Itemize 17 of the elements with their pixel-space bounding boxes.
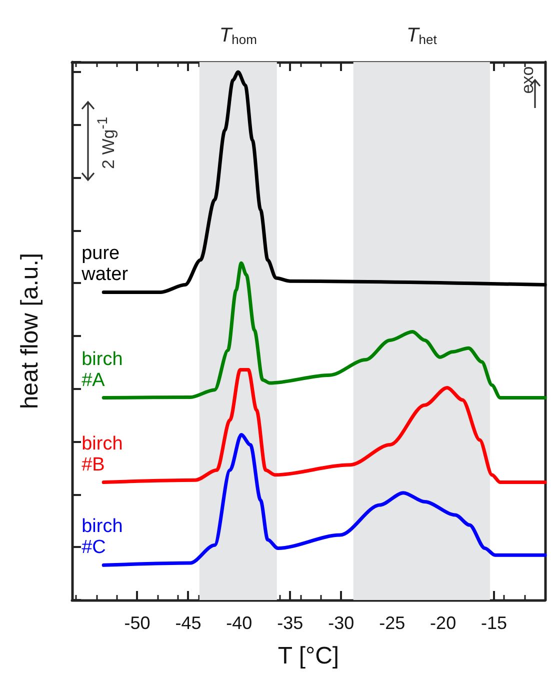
series-label: birch #B — [82, 433, 128, 476]
series-label: pure water — [80, 243, 129, 286]
x-tick-label: -15 — [481, 613, 508, 633]
x-axis-title: T [°C] — [278, 642, 340, 670]
x-tick-label: -25 — [379, 613, 406, 633]
y-axis-title: heat flow [a.u.] — [16, 252, 44, 410]
band-label: Thom — [219, 24, 257, 47]
series-label: birch #C — [82, 516, 128, 558]
annotation: exo — [518, 65, 538, 96]
x-tick-label: -40 — [226, 613, 252, 633]
series-label: birch #A — [82, 348, 128, 391]
x-tick-label: -50 — [124, 613, 150, 633]
band-label: Thet — [406, 24, 438, 47]
x-tick-label: -20 — [430, 613, 456, 633]
x-tick-label: -30 — [328, 613, 354, 633]
x-tick-label: -35 — [277, 613, 304, 633]
x-tick-label: -45 — [175, 613, 202, 633]
